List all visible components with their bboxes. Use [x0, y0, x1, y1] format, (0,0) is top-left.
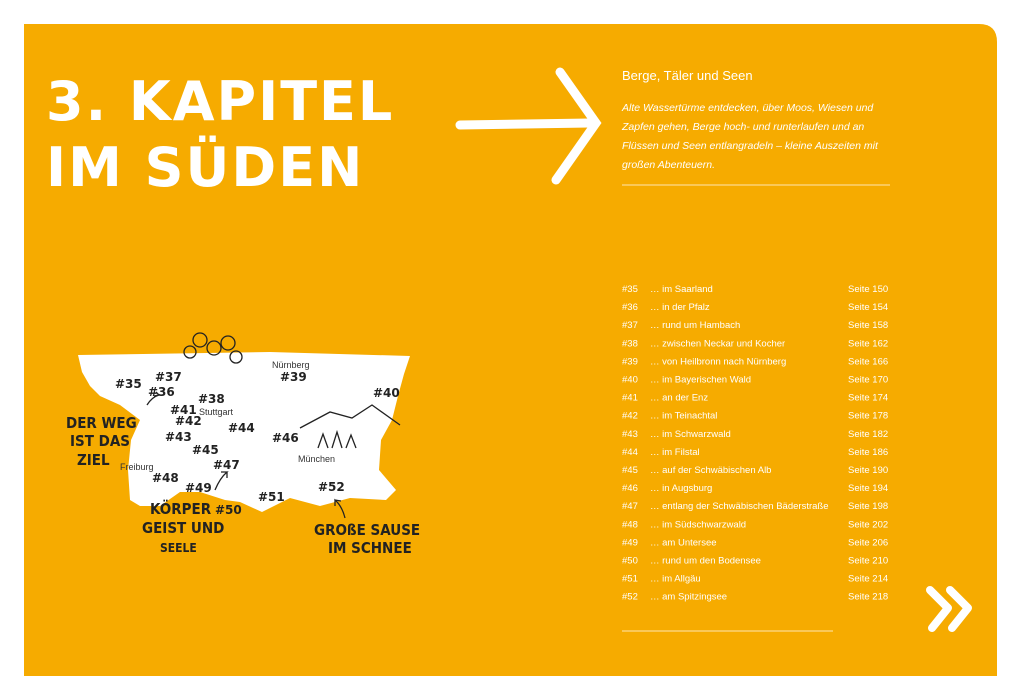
panel — [24, 24, 997, 676]
toc-title: … am Untersee — [650, 537, 717, 548]
map-marker: #40 — [373, 386, 400, 400]
toc-number: #40 — [622, 375, 638, 386]
arrow — [455, 67, 602, 185]
slogan: KÖRPER — [150, 499, 212, 518]
toc-title: … auf der Schwäbischen Alb — [650, 465, 771, 476]
map-marker: #52 — [318, 480, 345, 494]
map-marker: #38 — [198, 392, 225, 406]
chapter-title: IM SÜDEN — [46, 136, 364, 199]
toc-title: … in Augsburg — [650, 483, 712, 494]
toc-title: … im Filstal — [650, 447, 700, 458]
toc-title: … von Heilbronn nach Nürnberg — [650, 356, 786, 367]
map-marker: #39 — [280, 370, 307, 384]
intro-text: Alte Wassertürme entdecken, über Moos, W… — [622, 102, 878, 171]
toc-number: #50 — [622, 556, 638, 567]
toc-page: Seite 186 — [848, 447, 888, 458]
toc-number: #51 — [622, 574, 638, 585]
intro-heading: Berge, Täler und Seen — [622, 68, 753, 83]
city-label: Freiburg — [120, 462, 154, 472]
toc-number: #37 — [622, 320, 638, 331]
toc-number: #41 — [622, 393, 638, 404]
toc-page: Seite 162 — [848, 338, 888, 349]
toc-page: Seite 214 — [848, 574, 888, 585]
toc: #35 … im Saarland Seite 150 #36 … in der Pfa… — [622, 284, 888, 603]
slogan: IST DAS — [70, 432, 130, 450]
map-marker: #44 — [228, 421, 255, 435]
toc-title: … im Südschwarzwald — [650, 519, 746, 530]
slogan: DER WEG — [66, 414, 137, 432]
toc-page: Seite 182 — [848, 429, 888, 440]
toc-title: … entlang der Schwäbischen Bäderstraße — [650, 501, 829, 512]
toc-number: #39 — [622, 356, 638, 367]
toc-title: … im Teinachtal — [650, 411, 717, 422]
map-marker: #42 — [175, 414, 202, 428]
toc-number: #42 — [622, 411, 638, 422]
toc-title: … zwischen Neckar und Kocher — [650, 338, 785, 349]
toc-page: Seite 174 — [848, 393, 888, 404]
toc-number: #36 — [622, 302, 638, 313]
toc-page: Seite 210 — [848, 556, 888, 567]
toc-page: Seite 154 — [848, 302, 888, 313]
toc-number: #48 — [622, 519, 638, 530]
toc-title: … am Spitzingsee — [650, 592, 727, 603]
toc-page: Seite 166 — [848, 356, 888, 367]
map-marker: #51 — [258, 490, 285, 504]
toc-title: … im Bayerischen Wald — [650, 375, 751, 386]
toc-page: Seite 158 — [848, 320, 888, 331]
toc-number: #52 — [622, 592, 638, 603]
toc-page: Seite 198 — [848, 501, 888, 512]
map-marker: #49 — [185, 481, 212, 495]
toc-page: Seite 206 — [848, 537, 888, 548]
next-icon[interactable] — [926, 586, 972, 632]
toc-number: #45 — [622, 465, 638, 476]
toc-title: … rund um den Bodensee — [650, 556, 761, 567]
toc-number: #38 — [622, 338, 638, 349]
map-illustration — [146, 332, 401, 519]
toc-page: Seite 150 — [848, 284, 888, 295]
map-marker: #41 — [170, 403, 197, 417]
toc-page: Seite 178 — [848, 411, 888, 422]
slogan: SEELE — [160, 541, 197, 555]
toc-number: #46 — [622, 483, 638, 494]
toc-page: Seite 202 — [848, 519, 888, 530]
toc-title: … im Schwarzwald — [650, 429, 731, 440]
map-marker: #45 — [192, 443, 219, 457]
toc-number: #44 — [622, 447, 638, 458]
chapter-title: 3. KAPITEL — [46, 70, 394, 133]
city-label: München — [298, 454, 335, 464]
toc-title: … rund um Hambach — [650, 320, 740, 331]
map-marker: #35 — [115, 377, 142, 391]
slogan: GEIST UND — [142, 519, 224, 537]
city-label: Stuttgart — [199, 407, 234, 417]
map-marker: #43 — [165, 430, 192, 444]
toc-title: … an der Enz — [650, 393, 708, 404]
slogan: ZIEL — [77, 451, 110, 469]
slogan: GROßE SAUSE — [314, 521, 420, 539]
toc-number: #35 — [622, 284, 638, 295]
toc-title: … im Allgäu — [650, 574, 701, 585]
map-marker: #48 — [152, 471, 179, 485]
toc-page: Seite 218 — [848, 592, 888, 603]
slogan: IM SCHNEE — [328, 539, 412, 557]
map-shape — [78, 352, 410, 512]
toc-page: Seite 194 — [848, 483, 888, 494]
map-marker: #47 — [213, 458, 240, 472]
toc-number: #43 — [622, 429, 638, 440]
toc-title: … in der Pfalz — [650, 302, 710, 313]
toc-page: Seite 190 — [848, 465, 888, 476]
toc-number: #49 — [622, 537, 638, 548]
toc-page: Seite 170 — [848, 375, 888, 386]
toc-title: … im Saarland — [650, 284, 713, 295]
map-marker: #36 — [148, 385, 175, 399]
city-label: Nürnberg — [272, 360, 310, 370]
map-marker: #50 — [215, 503, 242, 517]
map-marker: #46 — [272, 431, 299, 445]
toc-number: #47 — [622, 501, 638, 512]
map-marker: #37 — [155, 370, 182, 384]
map-labels: #35 #36 #37 #38 #39 #40 #41 #42 #43 #44 … — [66, 360, 420, 557]
